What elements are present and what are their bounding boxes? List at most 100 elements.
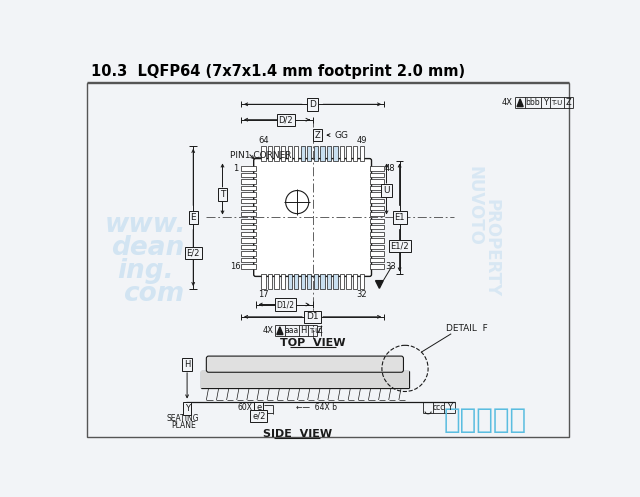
Text: 1: 1 [233, 164, 238, 173]
Bar [268, 146, 272, 161]
Bar [241, 212, 255, 216]
Text: aaa: aaa [285, 326, 299, 335]
Bar [333, 146, 338, 161]
Text: E: E [191, 213, 196, 222]
Bar [294, 274, 298, 289]
Bar [287, 274, 292, 289]
Bar [369, 264, 384, 269]
Text: 33: 33 [385, 262, 396, 271]
Circle shape [285, 190, 308, 214]
Bar [294, 146, 298, 161]
Bar [275, 146, 279, 161]
Text: DETAIL  F: DETAIL F [445, 324, 488, 333]
Bar [353, 274, 357, 289]
Bar [307, 146, 312, 161]
Text: Y: Y [447, 403, 452, 412]
Text: 49: 49 [356, 136, 367, 145]
Text: H: H [300, 326, 307, 335]
Text: 深圳宏力捧: 深圳宏力捧 [444, 406, 527, 434]
Bar [241, 179, 255, 183]
Text: 60X: 60X [237, 403, 252, 412]
Bar [275, 274, 279, 289]
Text: D: D [309, 100, 316, 109]
Text: E/2: E/2 [187, 249, 200, 258]
Bar [261, 146, 266, 161]
Text: Z: Z [316, 326, 322, 335]
Bar [369, 258, 384, 262]
Text: T-U: T-U [551, 100, 563, 106]
Text: Z: Z [565, 98, 571, 107]
Bar [369, 225, 384, 230]
Bar [241, 251, 255, 255]
Bar [346, 146, 351, 161]
Polygon shape [276, 327, 283, 334]
Bar [287, 146, 292, 161]
Text: 64: 64 [258, 136, 269, 145]
Text: Y: Y [543, 98, 548, 107]
Bar [301, 146, 305, 161]
Text: 48: 48 [385, 164, 396, 173]
Text: PLANE: PLANE [171, 421, 196, 430]
Bar [241, 166, 255, 170]
Bar [307, 274, 312, 289]
Text: D1: D1 [307, 312, 319, 322]
Bar [314, 146, 318, 161]
Bar [268, 274, 272, 289]
Bar [369, 251, 384, 255]
Text: Y: Y [184, 404, 189, 413]
Text: ccc: ccc [433, 403, 445, 412]
Bar [201, 371, 409, 388]
Bar [333, 274, 338, 289]
Bar [360, 274, 364, 289]
Bar [369, 232, 384, 236]
Bar [320, 274, 324, 289]
Text: 10.3  LQFP64 (7x7x1.4 mm footprint 2.0 mm): 10.3 LQFP64 (7x7x1.4 mm footprint 2.0 mm… [91, 65, 465, 80]
Bar [281, 146, 285, 161]
Polygon shape [517, 99, 523, 107]
Bar [241, 258, 255, 262]
Bar [241, 238, 255, 243]
Bar [369, 166, 384, 170]
Text: D1/2: D1/2 [276, 300, 294, 309]
Text: 4X: 4X [262, 326, 273, 335]
Bar [314, 274, 318, 289]
Text: E1/2: E1/2 [390, 242, 409, 250]
Text: SIDE  VIEW: SIDE VIEW [262, 429, 332, 439]
FancyBboxPatch shape [253, 159, 371, 276]
Bar [346, 274, 351, 289]
Bar [327, 274, 331, 289]
Text: dean: dean [111, 235, 184, 261]
Text: TOP  VIEW: TOP VIEW [280, 338, 346, 348]
Text: ←—  64X b: ←— 64X b [296, 403, 337, 412]
Bar [241, 199, 255, 203]
Bar [241, 192, 255, 197]
Bar [340, 274, 344, 289]
Bar [369, 219, 384, 223]
Bar [241, 206, 255, 210]
Bar [369, 173, 384, 177]
Text: E1: E1 [394, 213, 405, 222]
Text: T-U: T-U [309, 328, 320, 333]
Text: Z: Z [314, 131, 320, 140]
Bar [340, 146, 344, 161]
Bar [241, 219, 255, 223]
Polygon shape [376, 281, 383, 288]
Text: GG: GG [335, 131, 349, 140]
Bar [369, 192, 384, 197]
Text: com: com [123, 281, 184, 308]
Bar [241, 186, 255, 190]
Text: U: U [383, 186, 390, 195]
Text: 16: 16 [230, 262, 241, 271]
Bar [301, 274, 305, 289]
Text: 17: 17 [258, 290, 269, 299]
Bar [369, 199, 384, 203]
Text: SEATING: SEATING [167, 414, 200, 423]
Bar [261, 274, 266, 289]
Text: PIN1 CORNER: PIN1 CORNER [230, 152, 292, 161]
Text: D/2: D/2 [278, 115, 293, 124]
Bar [369, 186, 384, 190]
Text: bbb: bbb [525, 98, 540, 107]
Text: www.: www. [105, 212, 186, 238]
Bar [320, 146, 324, 161]
Bar [369, 206, 384, 210]
